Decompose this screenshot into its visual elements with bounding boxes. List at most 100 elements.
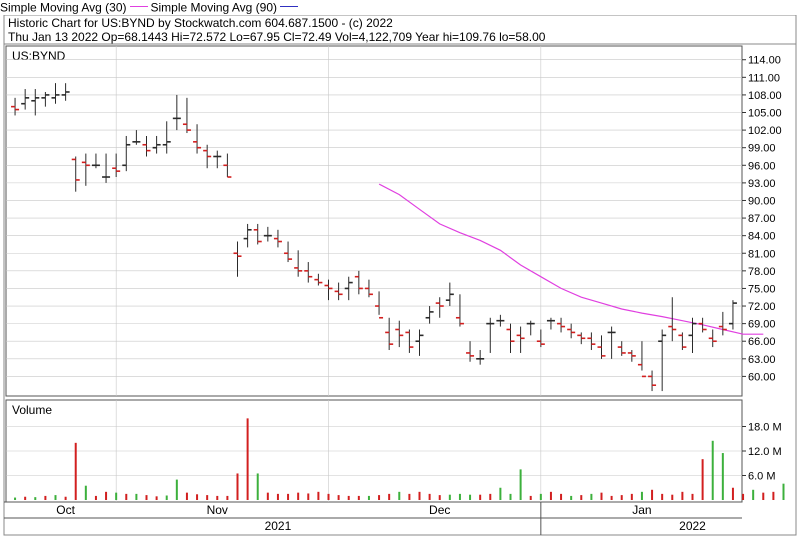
ohlc-bar bbox=[516, 326, 525, 353]
ohlc-bar bbox=[567, 323, 576, 339]
ohlc-bar bbox=[91, 153, 100, 169]
price-bars bbox=[11, 83, 737, 392]
ohlc-bar bbox=[627, 350, 636, 362]
ohlc-bar bbox=[718, 311, 727, 336]
ohlc-bar bbox=[617, 341, 626, 356]
ohlc-bar bbox=[486, 317, 495, 353]
ohlc-bar bbox=[41, 91, 50, 107]
ohlc-bar bbox=[102, 153, 111, 183]
price-tick-label: 63.00 bbox=[748, 354, 776, 366]
month-label: Nov bbox=[207, 503, 228, 517]
ohlc-bar bbox=[395, 320, 404, 348]
ohlc-bar bbox=[152, 135, 161, 154]
ohlc-bar bbox=[708, 329, 717, 348]
ohlc-bar bbox=[364, 279, 373, 298]
ohlc-bar bbox=[476, 350, 485, 365]
y-axis-ticks: 114.00 111.00 108.00 105.00 102.00 99.00 96.00… bbox=[742, 55, 782, 483]
month-label: Jan bbox=[632, 503, 651, 517]
ohlc-bar bbox=[658, 329, 667, 392]
volume-tick-label: 6.0 M bbox=[748, 471, 776, 483]
legend-sma30-label: Simple Moving Avg (30) bbox=[0, 0, 127, 15]
ohlc-bar bbox=[637, 341, 646, 378]
ohlc-bar bbox=[466, 341, 475, 362]
price-tick-label: 90.00 bbox=[748, 195, 776, 207]
ohlc-bar bbox=[253, 223, 262, 245]
ohlc-bar bbox=[182, 97, 191, 134]
price-tick-label: 96.00 bbox=[748, 160, 776, 172]
price-tick-label: 99.00 bbox=[748, 143, 776, 155]
x-axis: Oct Nov Dec Jan 2021 2022 bbox=[56, 502, 706, 535]
price-tick-label: 93.00 bbox=[748, 178, 776, 190]
ohlc-bar bbox=[21, 89, 30, 110]
ohlc-bar bbox=[51, 83, 60, 104]
ohlc-bar bbox=[203, 144, 212, 169]
ohlc-bar bbox=[71, 156, 80, 192]
ohlc-bar bbox=[233, 241, 242, 277]
ohlc-bar bbox=[668, 297, 677, 342]
ohlc-bar bbox=[31, 89, 40, 116]
ohlc-bar bbox=[425, 306, 434, 324]
volume-bars bbox=[14, 418, 785, 500]
ohlc-bar bbox=[698, 317, 707, 333]
price-tick-label: 60.00 bbox=[748, 371, 776, 383]
ohlc-bar bbox=[273, 229, 282, 248]
year-label: 2022 bbox=[679, 519, 706, 533]
year-label: 2021 bbox=[265, 519, 292, 533]
ohlc-bar bbox=[193, 124, 202, 154]
ohlc-bar bbox=[546, 317, 555, 330]
ohlc-bar bbox=[648, 370, 657, 392]
ohlc-bar bbox=[405, 329, 414, 353]
ohlc-bar bbox=[61, 83, 70, 101]
price-tick-label: 66.00 bbox=[748, 336, 776, 348]
ohlc-bar bbox=[304, 262, 313, 283]
legend-bar: Simple Moving Avg (30) Simple Moving Avg … bbox=[0, 0, 800, 15]
ohlc-bar bbox=[294, 250, 303, 277]
ohlc-bar bbox=[557, 317, 566, 333]
ohlc-bar bbox=[263, 226, 272, 242]
month-label: Oct bbox=[56, 503, 75, 517]
price-tick-label: 102.00 bbox=[748, 125, 782, 137]
ohlc-bar bbox=[587, 332, 596, 351]
volume-label: Volume bbox=[12, 403, 52, 417]
header-line2: Thu Jan 13 2022 Op=68.1443 Hi=72.572 Lo=… bbox=[8, 30, 546, 44]
ohlc-bar bbox=[577, 332, 586, 345]
ohlc-bar bbox=[526, 320, 535, 336]
ohlc-bar bbox=[132, 130, 141, 145]
ohlc-bar bbox=[496, 314, 505, 327]
ohlc-bar bbox=[678, 332, 687, 351]
header-line1: Historic Chart for US:BYND by Stockwatch… bbox=[8, 16, 393, 30]
ohlc-bar bbox=[506, 323, 515, 353]
ohlc-bar bbox=[162, 121, 171, 154]
price-tick-label: 84.00 bbox=[748, 231, 776, 243]
ohlc-bar bbox=[112, 153, 121, 178]
ohlc-bar bbox=[81, 153, 90, 186]
legend-sma90-swatch bbox=[280, 6, 299, 8]
ohlc-bar bbox=[455, 294, 464, 327]
price-tick-label: 75.00 bbox=[748, 283, 776, 295]
symbol-label: US:BYND bbox=[12, 49, 66, 63]
price-tick-label: 87.00 bbox=[748, 213, 776, 225]
chart-frame bbox=[3, 15, 797, 536]
ohlc-bar bbox=[334, 282, 343, 301]
ohlc-bar bbox=[415, 329, 424, 356]
volume-tick-label: 12.0 M bbox=[748, 446, 782, 458]
ohlc-bar bbox=[11, 97, 20, 116]
ohlc-bar bbox=[385, 317, 394, 351]
ohlc-bar bbox=[122, 135, 131, 172]
ohlc-bar bbox=[375, 291, 384, 319]
ohlc-bar bbox=[597, 335, 606, 359]
ohlc-bar bbox=[314, 273, 323, 286]
legend-sma90-label: Simple Moving Avg (90) bbox=[150, 0, 278, 15]
ohlc-bar bbox=[172, 94, 181, 131]
price-tick-label: 78.00 bbox=[748, 266, 776, 278]
ohlc-bar bbox=[213, 150, 222, 169]
price-panel bbox=[5, 45, 743, 397]
ohlc-bar bbox=[142, 135, 151, 157]
ohlc-bar bbox=[607, 326, 616, 359]
ohlc-bar bbox=[435, 297, 444, 318]
ohlc-bar bbox=[223, 153, 232, 178]
ohlc-bar bbox=[728, 300, 737, 330]
ohlc-bar bbox=[354, 270, 363, 295]
ohlc-bar bbox=[344, 276, 353, 301]
volume-tick-label: 18.0 M bbox=[748, 422, 782, 434]
